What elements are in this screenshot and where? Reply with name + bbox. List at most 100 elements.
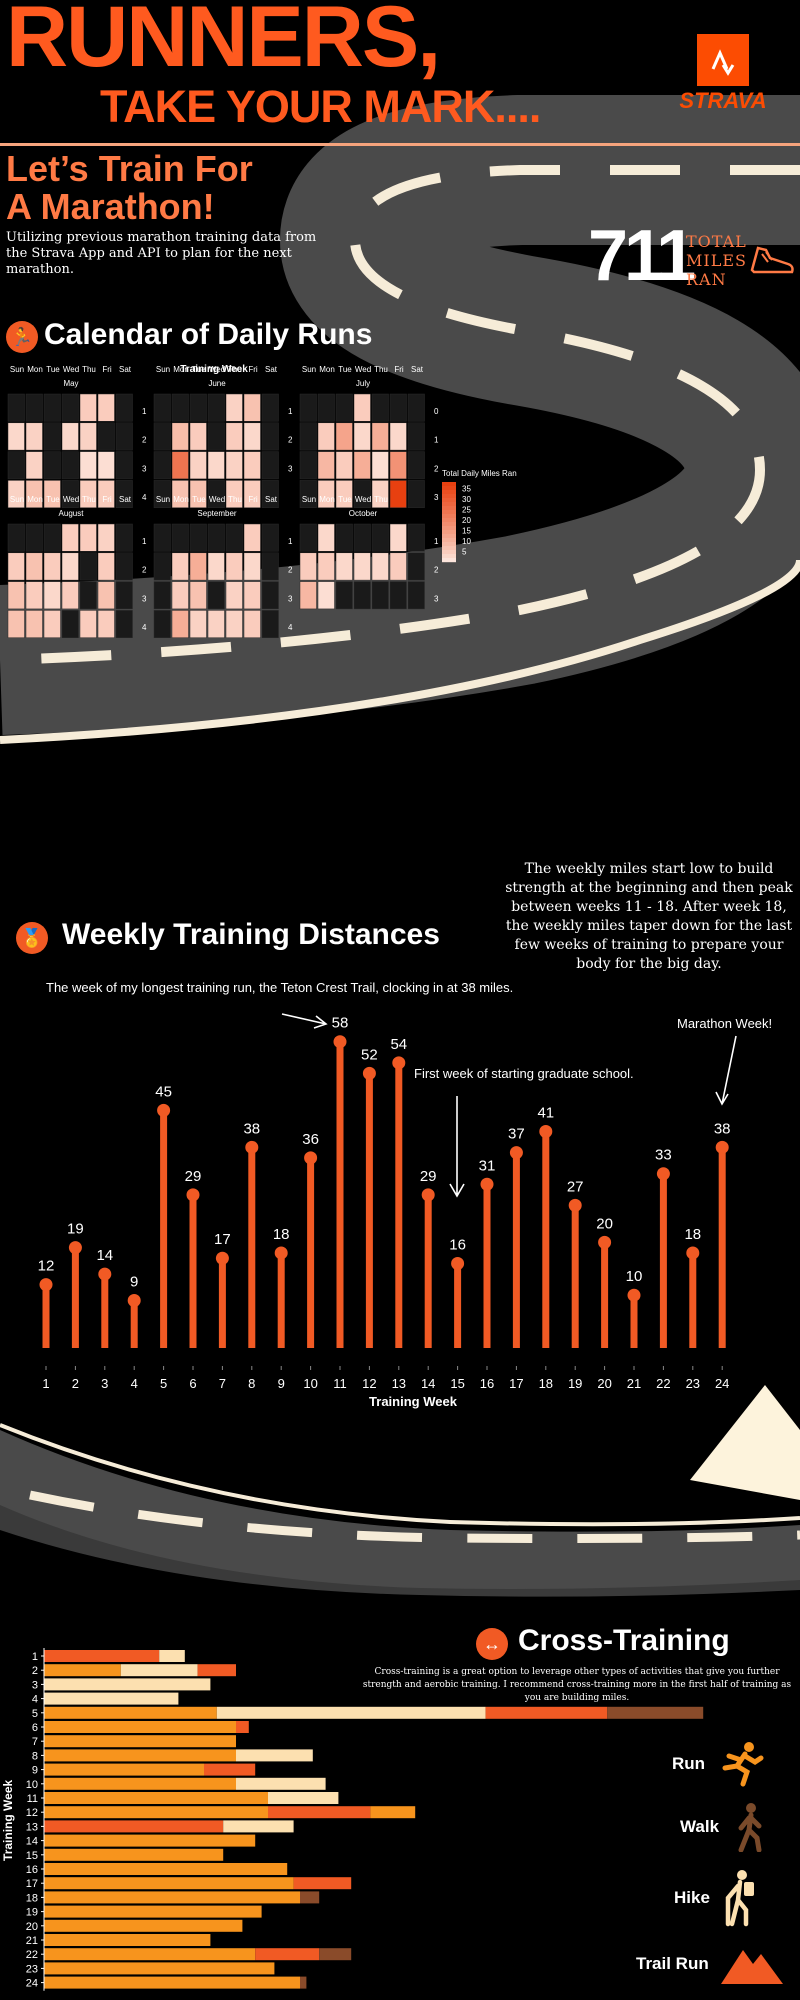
tick-label: 10 [303,1376,317,1391]
row-label: 23 [26,1963,38,1975]
hiker-icon [725,1870,754,1927]
month-label: May [63,379,78,388]
stack-segment [44,1792,268,1804]
row-label: 12 [26,1807,38,1819]
heat-cell [261,523,279,552]
heat-cell [7,610,25,638]
heat-cell [299,393,317,422]
legend-run-label: Run [672,1754,706,1773]
day-label: Sat [265,365,278,374]
lollipop-head [304,1151,318,1165]
stack-segment [370,1806,416,1819]
stack-segment [44,1678,211,1691]
stack-segment [44,1692,179,1705]
heat-cell [335,581,353,610]
heat-cell [407,552,425,581]
cross-training-chart: 123456789101112131415161718192021222324T… [1,1648,704,1991]
week-label: 1 [288,537,293,546]
heat-cell [153,480,171,508]
week-label: 2 [142,436,147,445]
legend-run: Run [672,1740,767,1788]
legend-trail-label: Trail Run [636,1954,709,1973]
heat-cell [207,393,225,422]
heat-cell [171,422,189,451]
lollipop-head [157,1103,171,1117]
day-label: Sat [411,365,424,374]
tick-label: 3 [101,1376,108,1391]
lollipop-head [598,1235,612,1249]
legend-swatch [442,550,456,555]
data-label: 14 [96,1247,113,1264]
heat-cell [25,552,43,581]
y-axis-title: Training Week [1,1780,15,1861]
heat-cell [317,581,335,610]
day-label: Fri [102,495,112,504]
legend-swatch [442,502,456,507]
stack-segment [44,1976,300,1989]
heat-cell [115,480,133,508]
legend-swatch [442,522,456,527]
data-label: 19 [67,1221,84,1238]
mountain-icon [720,1950,783,1984]
heat-cell [225,480,243,508]
tick-label: 2 [72,1376,79,1391]
data-label: 58 [332,1015,349,1032]
title-line2: TAKE YOUR MARK.... [100,81,541,132]
data-label: 29 [420,1168,437,1185]
legend-tick: 25 [462,505,471,514]
heat-cell [153,451,171,480]
legend-swatch [442,518,456,523]
row-label: 9 [32,1765,38,1777]
lollipop-head [715,1140,729,1154]
stack-segment [44,1706,217,1719]
heat-cell [115,451,133,480]
tick-label: 6 [189,1376,196,1391]
title-line1: RUNNERS, [6,0,441,85]
runner-section-icon: 🏃 [6,321,38,353]
heat-cell [171,552,189,581]
heat-cell [207,581,225,610]
heat-cell [225,451,243,480]
heat-cell [189,393,207,422]
stack-segment [44,1763,204,1776]
row-label: 20 [26,1921,38,1933]
week-label: 1 [434,436,439,445]
heat-cell [79,610,97,638]
legend-swatch [442,546,456,551]
week-label: 4 [142,493,147,502]
day-label: Wed [63,365,79,374]
day-label: Mon [173,495,189,504]
data-label: 41 [537,1104,554,1121]
row-label: 10 [26,1779,38,1791]
weekly-side-note: The weekly miles start low to build stre… [505,861,793,972]
day-label: Wed [209,495,225,504]
heat-cell [115,610,133,638]
month-label: October [349,509,378,518]
day-label: Sun [10,495,24,504]
week-label: 3 [142,464,147,473]
annotation-longest: The week of my longest training run, the… [46,980,513,995]
stack-segment [44,1877,294,1890]
heat-cell [7,552,25,581]
heat-cell [317,552,335,581]
day-label: Thu [82,495,96,504]
tick-label: 19 [568,1376,582,1391]
stack-segment [319,1948,352,1961]
lollipop-head [568,1198,582,1212]
lollipop-head [333,1035,347,1049]
heat-cell [389,393,407,422]
week-label: 2 [288,566,293,575]
week-label: 4 [288,623,293,632]
lollipop-head [215,1251,229,1265]
heat-cell [171,451,189,480]
stack-segment [268,1806,371,1819]
day-label: Thu [374,495,388,504]
heat-cell [407,480,425,508]
stack-segment [44,1834,256,1847]
stack-segment [236,1721,249,1733]
heat-cell [97,610,115,638]
heat-cell [407,581,425,610]
day-label: Fri [102,365,112,374]
